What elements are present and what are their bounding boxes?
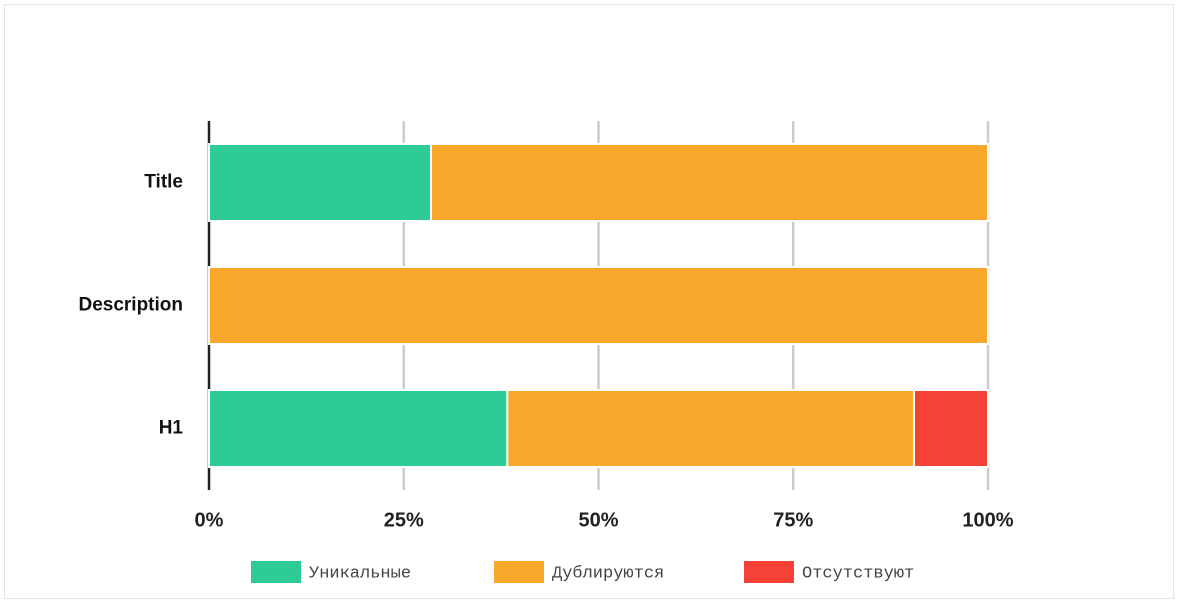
y-tick-label: Title (144, 172, 183, 193)
bar-segment (912, 389, 989, 468)
x-tick-label: 0% (195, 509, 224, 531)
bar-segment (208, 389, 509, 468)
legend-swatch (744, 561, 794, 583)
legend-label: Дублируются (552, 564, 664, 583)
bar-segment (208, 266, 989, 345)
x-tick-label: 100% (962, 509, 1013, 531)
y-tick-label: Description (78, 295, 183, 316)
legend-swatch (494, 561, 544, 583)
bar-segment (430, 143, 989, 222)
x-tick-label: 25% (384, 509, 424, 531)
legend-swatch (251, 561, 301, 583)
bar-segment (208, 143, 433, 222)
x-tick-label: 75% (773, 509, 813, 531)
y-tick-label: H1 (159, 418, 184, 439)
legend-label: Отсутствуют (802, 564, 914, 583)
legend-label: Уникальные (309, 564, 411, 583)
x-tick-label: 50% (578, 509, 618, 531)
bar-segment (506, 389, 915, 468)
